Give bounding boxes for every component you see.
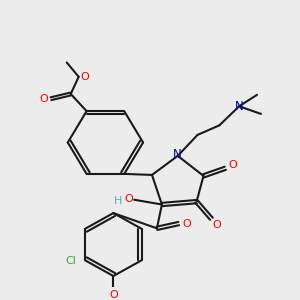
Text: O: O bbox=[40, 94, 48, 104]
Text: O: O bbox=[109, 290, 118, 300]
Text: O: O bbox=[182, 219, 191, 229]
Text: Cl: Cl bbox=[66, 256, 76, 266]
Text: O: O bbox=[212, 220, 221, 230]
Text: O: O bbox=[80, 72, 89, 82]
Text: O: O bbox=[125, 194, 134, 204]
Text: N: N bbox=[235, 100, 244, 113]
Text: H: H bbox=[114, 196, 122, 206]
Text: O: O bbox=[229, 160, 238, 170]
Text: N: N bbox=[173, 148, 182, 161]
